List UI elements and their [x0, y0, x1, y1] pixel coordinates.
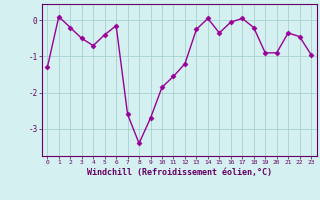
X-axis label: Windchill (Refroidissement éolien,°C): Windchill (Refroidissement éolien,°C) [87, 168, 272, 177]
